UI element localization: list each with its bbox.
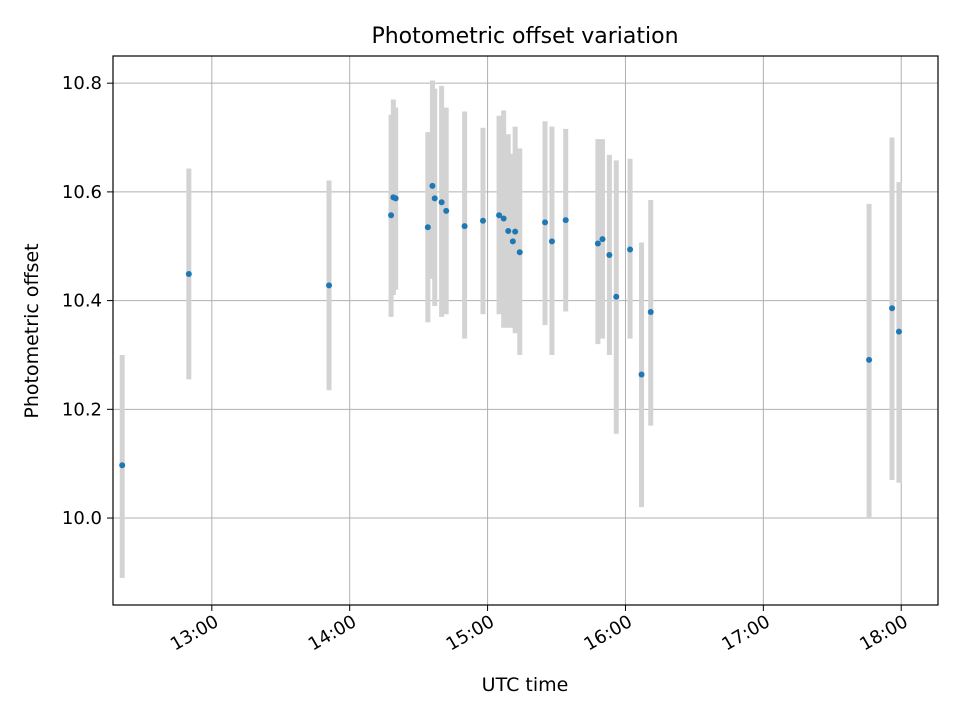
data-point — [606, 251, 613, 258]
data-point — [388, 212, 395, 219]
data-point — [562, 217, 569, 224]
data-point — [594, 240, 601, 247]
data-point — [119, 462, 126, 469]
plot-frame — [112, 55, 939, 606]
data-point — [500, 215, 507, 222]
data-point — [443, 207, 450, 214]
data-point — [548, 238, 555, 245]
data-point — [509, 238, 516, 245]
data-point — [512, 228, 519, 235]
data-point — [438, 199, 445, 206]
y-tick-label: 10.4 — [62, 291, 102, 312]
point-layer — [119, 182, 902, 469]
data-point — [627, 246, 634, 253]
data-point — [479, 217, 486, 224]
data-point — [429, 182, 436, 189]
y-tick-label: 10.8 — [62, 73, 102, 94]
data-point — [647, 309, 654, 316]
y-tick-label: 10.2 — [62, 399, 102, 420]
data-point — [895, 328, 902, 335]
y-tick-label: 10.6 — [62, 182, 102, 203]
data-point — [185, 270, 192, 277]
data-point — [431, 195, 438, 202]
data-point — [461, 223, 468, 230]
chart-title: Photometric offset variation — [371, 24, 678, 49]
data-point — [599, 236, 606, 243]
data-point — [613, 293, 620, 300]
y-axis-label: Photometric offset — [21, 243, 43, 418]
data-point — [505, 228, 512, 235]
data-point — [424, 224, 431, 231]
data-point — [889, 305, 896, 312]
data-point — [326, 282, 333, 289]
data-point — [542, 219, 549, 226]
data-point — [392, 195, 399, 202]
data-point — [516, 249, 523, 256]
data-point — [496, 212, 503, 219]
x-axis-label: UTC time — [482, 674, 569, 696]
data-point — [866, 356, 873, 363]
y-tick-label: 10.0 — [62, 508, 102, 529]
data-point — [638, 371, 645, 378]
